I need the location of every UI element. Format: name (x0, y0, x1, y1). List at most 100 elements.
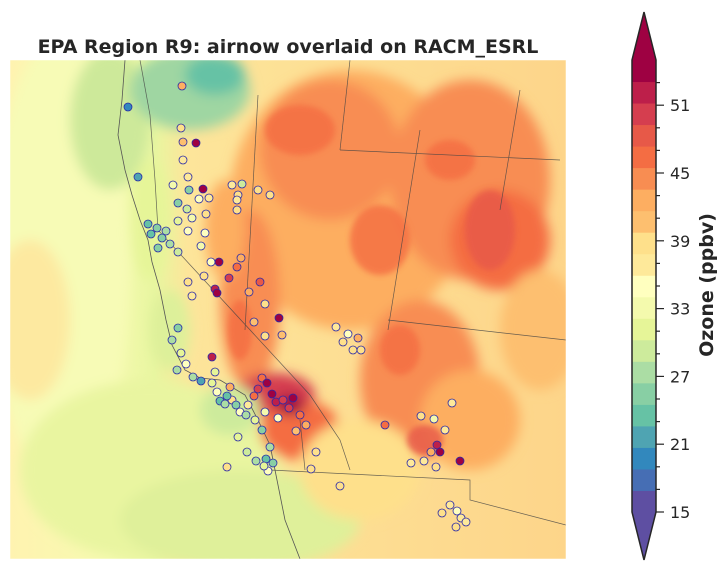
airnow-site-marker (416, 411, 426, 421)
airnow-site-marker (183, 226, 193, 236)
airnow-site-marker (232, 195, 242, 205)
airnow-site-marker (222, 462, 232, 472)
airnow-site-marker (242, 447, 252, 457)
airnow-site-marker (178, 155, 188, 165)
airnow-site-marker (167, 335, 177, 345)
colorbar-segment (632, 60, 656, 83)
airnow-site-marker (356, 345, 366, 355)
airnow-site-marker (168, 180, 178, 190)
airnow-site-marker (406, 458, 416, 468)
airnow-site-marker (268, 458, 278, 468)
airnow-site-marker (183, 277, 193, 287)
airnow-site-marker (461, 517, 471, 527)
airnow-site-marker (277, 330, 287, 340)
airnow-site-marker (188, 372, 198, 382)
airnow-site-marker (262, 378, 272, 388)
airnow-site-marker (199, 271, 209, 281)
airnow-site-marker (224, 273, 234, 283)
airnow-site-marker (204, 193, 214, 203)
airnow-site-marker (206, 257, 216, 267)
airnow-site-marker (426, 447, 436, 457)
airnow-site-marker (249, 391, 259, 401)
airnow-site-marker (194, 194, 204, 204)
airnow-site-marker (380, 420, 390, 430)
ozone-map (10, 60, 566, 559)
colorbar-segment (632, 361, 656, 384)
airnow-site-marker (220, 399, 230, 409)
airnow-site-marker (214, 257, 224, 267)
colorbar-segment (632, 103, 656, 126)
colorbar-segment (632, 296, 656, 319)
airnow-site-marker (250, 415, 260, 425)
airnow-site-marker (212, 387, 222, 397)
airnow-site-marker (257, 425, 267, 435)
airnow-site-marker (348, 345, 358, 355)
airnow-site-marker (251, 456, 261, 466)
colorbar-tick-label: 33 (670, 300, 690, 319)
colorbar-segment (632, 382, 656, 405)
airnow-site-marker (429, 414, 439, 424)
airnow-site-marker (196, 241, 206, 251)
airnow-site-marker (265, 442, 275, 452)
airnow-site-marker (343, 329, 353, 339)
colorbar-segment (632, 167, 656, 190)
airnow-site-marker (331, 322, 341, 332)
airnow-site-marker (455, 456, 465, 466)
airnow-site-marker (123, 102, 133, 112)
airnow-site-marker (200, 228, 210, 238)
colorbar-segment (632, 468, 656, 491)
colorbar-segment (632, 339, 656, 362)
airnow-site-marker (437, 508, 447, 518)
airnow-site-marker (187, 213, 197, 223)
airnow-site-marker (198, 184, 208, 194)
airnow-site-marker (233, 432, 243, 442)
airnow-site-marker (232, 262, 242, 272)
airnow-site-marker (172, 365, 182, 375)
colorbar-segment (632, 81, 656, 104)
colorbar-tick-label: 45 (670, 164, 690, 183)
airnow-site-marker (153, 243, 163, 253)
airnow-site-marker (232, 205, 242, 215)
colorbar-tick-label: 15 (670, 503, 690, 522)
airnow-site-marker (273, 413, 283, 423)
airnow-site-marker (225, 382, 235, 392)
model-ozone-field (10, 60, 566, 559)
colorbar-label: Ozone (ppbv) (696, 213, 718, 357)
airnow-site-marker (265, 190, 275, 200)
airnow-site-marker (187, 291, 197, 301)
airnow-site-marker (274, 313, 284, 323)
airnow-site-marker (253, 185, 263, 195)
airnow-site-marker (143, 219, 153, 229)
airnow-site-marker (278, 395, 288, 405)
airnow-site-marker (161, 226, 171, 236)
airnow-site-marker (222, 391, 232, 401)
airnow-site-marker (237, 179, 247, 189)
colorbar-segment (632, 210, 656, 233)
coastline (117, 60, 301, 559)
colorbar-segment (632, 490, 656, 513)
colorbar-segment (632, 318, 656, 341)
airnow-site-marker (165, 239, 175, 249)
airnow-site-marker (253, 384, 263, 394)
airnow-site-marker (335, 481, 345, 491)
airnow-site-marker (419, 456, 429, 466)
airnow-site-marker (447, 398, 457, 408)
chart-title: EPA Region R9: airnow overlaid on RACM_E… (38, 36, 539, 58)
airnow-site-marker (212, 288, 222, 298)
colorbar-extend-max (632, 12, 656, 60)
airnow-site-marker (210, 367, 220, 377)
airnow-site-marker (207, 378, 217, 388)
airnow-site-marker (231, 400, 241, 410)
airnow-site-marker (431, 462, 441, 472)
airnow-site-marker (173, 198, 183, 208)
airnow-site-marker (196, 376, 206, 386)
airnow-site-marker (260, 331, 270, 341)
airnow-site-marker (176, 123, 186, 133)
airnow-site-marker (176, 348, 186, 358)
airnow-site-marker (445, 500, 455, 510)
airnow-site-marker (243, 400, 253, 410)
colorbar-tick-label: 39 (670, 232, 690, 251)
airnow-site-marker (157, 233, 167, 243)
airnow-site-marker (295, 410, 305, 420)
airnow-site-marker (259, 461, 269, 471)
